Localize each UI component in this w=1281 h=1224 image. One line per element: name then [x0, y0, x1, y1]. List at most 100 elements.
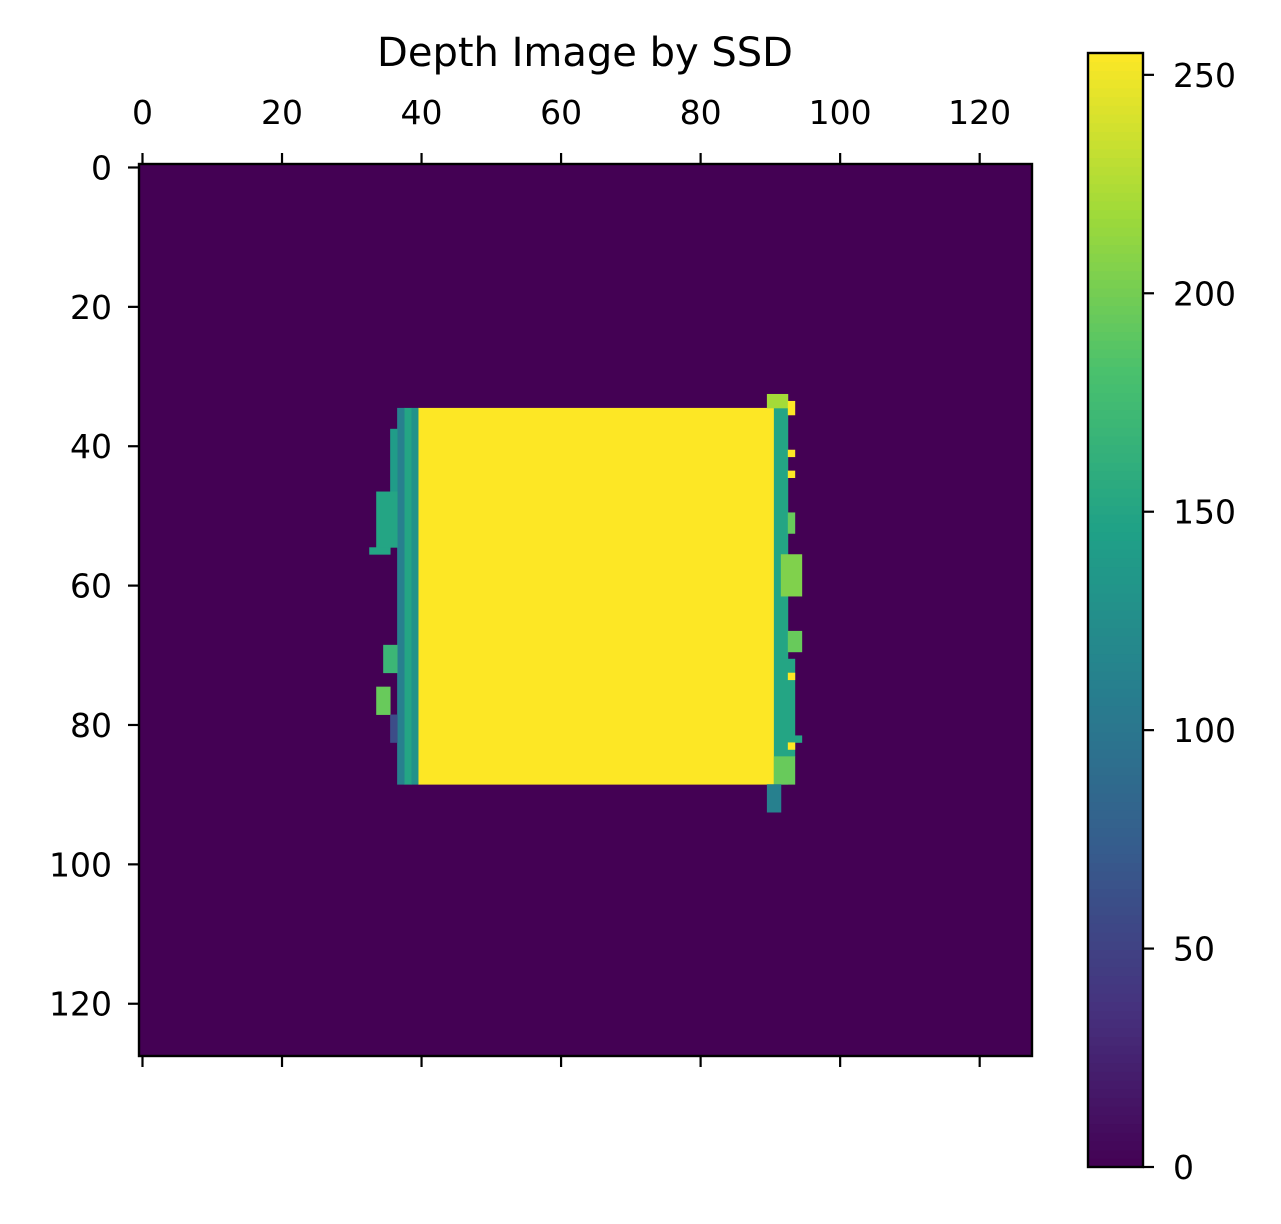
colorbar-segment [1088, 314, 1143, 324]
colorbar-segment [1088, 348, 1143, 359]
colorbar-segment [1088, 627, 1143, 637]
colorbar-segment [1088, 714, 1143, 724]
near-object-cell [418, 407, 775, 785]
colorbar-segment [1088, 566, 1143, 576]
colorbar-segment [1088, 209, 1143, 219]
colorbar-segment [1088, 79, 1143, 89]
colorbar-tick-label: 50 [1173, 930, 1215, 969]
colorbar-segment [1088, 253, 1143, 263]
colorbar-segment [1088, 705, 1143, 716]
colorbar-segment [1088, 305, 1143, 315]
colorbar-segment [1088, 557, 1143, 568]
colorbar-segment [1088, 287, 1143, 298]
right-edge-band-cell [773, 756, 796, 785]
left-edge-band-cell [369, 547, 391, 555]
y-tick-label: 120 [49, 985, 112, 1024]
colorbar-segment [1088, 583, 1143, 594]
right-edge-band-cell [787, 630, 803, 653]
colorbar-segment [1088, 261, 1143, 272]
colorbar-segment [1088, 966, 1143, 977]
colorbar-segment [1088, 697, 1143, 707]
colorbar-segment [1088, 1010, 1143, 1020]
colorbar-segment [1088, 531, 1143, 541]
colorbar-segment [1088, 549, 1143, 559]
colorbar-segment [1088, 462, 1143, 472]
x-tick-label: 60 [540, 93, 582, 132]
colorbar-segment [1088, 96, 1143, 106]
colorbar-segment [1088, 610, 1143, 620]
colorbar-segment [1088, 522, 1143, 533]
plot-area [137, 162, 1034, 1058]
colorbar-segment [1088, 279, 1143, 289]
colorbar-segment [1088, 244, 1143, 254]
right-edge-spot-cell [787, 742, 796, 750]
x-tick-label: 20 [261, 93, 303, 132]
colorbar-segment [1088, 888, 1143, 898]
colorbar-segment [1088, 357, 1143, 367]
colorbar-segment [1088, 409, 1143, 420]
right-edge-band-cell [780, 554, 803, 597]
colorbar-segment [1088, 1123, 1143, 1133]
x-tick-label: 120 [948, 93, 1011, 132]
colorbar-tick-label: 150 [1173, 493, 1236, 532]
right-edge-spot-cell [787, 672, 796, 681]
colorbar-segment [1088, 575, 1143, 585]
colorbar-segment [1088, 844, 1143, 855]
colorbar-segment [1088, 140, 1143, 150]
x-tick-label: 100 [809, 93, 872, 132]
right-edge-band-cell [780, 658, 796, 757]
colorbar-segment [1088, 784, 1143, 794]
colorbar-segment [1088, 1001, 1143, 1011]
colorbar-segment [1088, 801, 1143, 811]
colorbar-segment [1088, 1140, 1143, 1151]
colorbar-segment [1088, 853, 1143, 863]
colorbar-segment [1088, 897, 1143, 907]
colorbar-segment [1088, 392, 1143, 402]
colorbar-segment [1088, 174, 1143, 185]
colorbar-segment [1088, 322, 1143, 333]
colorbar-segment [1088, 131, 1143, 141]
colorbar-tick-label: 100 [1173, 711, 1236, 750]
colorbar-tick-label: 250 [1173, 56, 1236, 95]
colorbar-segment [1088, 618, 1143, 629]
colorbar-segment [1088, 679, 1143, 689]
colorbar-segment [1088, 157, 1143, 167]
left-edge-band-cell [383, 644, 398, 674]
colorbar-segment [1088, 166, 1143, 176]
colorbar-segment [1088, 949, 1143, 959]
colorbar-segment [1088, 435, 1143, 446]
colorbar-segment [1088, 183, 1143, 193]
colorbar-segment [1088, 670, 1143, 681]
colorbar-segment [1088, 122, 1143, 132]
colorbar-segment [1088, 470, 1143, 481]
right-edge-spot-cell [787, 400, 796, 416]
colorbar-segment [1088, 932, 1143, 942]
colorbar-segment [1088, 662, 1143, 672]
colorbar-segment [1088, 636, 1143, 646]
colorbar-segment [1088, 331, 1143, 341]
colorbar-segment [1088, 836, 1143, 846]
colorbar-segment [1088, 740, 1143, 750]
colorbar-segment [1088, 200, 1143, 211]
right-edge-spot-cell [787, 449, 796, 458]
colorbar-segment [1088, 644, 1143, 655]
colorbar-segment [1088, 427, 1143, 437]
colorbar-segment [1088, 375, 1143, 385]
y-tick-label: 100 [49, 845, 112, 884]
colorbar-segment [1088, 923, 1143, 933]
colorbar-segment [1088, 975, 1143, 985]
colorbar: 0 50 100 150 200 250 [1086, 51, 1236, 1187]
colorbar-segment [1088, 540, 1143, 550]
colorbar-segment [1088, 383, 1143, 394]
left-edge-band-cell [397, 407, 405, 785]
colorbar-segment [1088, 235, 1143, 246]
colorbar-segment [1088, 757, 1143, 768]
y-tick-label: 40 [70, 427, 112, 466]
right-edge-band-cell [766, 784, 782, 813]
colorbar-tick-label: 200 [1173, 274, 1236, 313]
colorbar-segment [1088, 1045, 1143, 1055]
colorbar-segment [1088, 940, 1143, 951]
left-edge-band-cell [390, 428, 398, 534]
right-edge-band-cell [794, 735, 803, 743]
